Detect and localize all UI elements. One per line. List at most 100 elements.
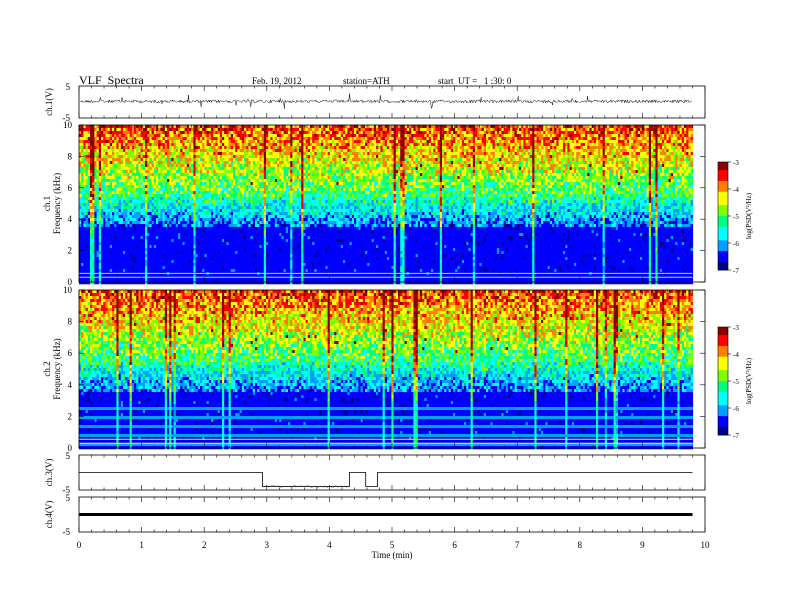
spectro-cell xyxy=(545,149,548,153)
spectro-cell xyxy=(587,164,590,168)
spectro-cell xyxy=(180,179,183,183)
spectro-cell xyxy=(389,146,392,150)
spectro-cell xyxy=(329,143,333,147)
spectro-cell xyxy=(686,170,691,174)
spectro-cell xyxy=(475,161,478,165)
spectro-cell xyxy=(145,191,148,195)
spectro-cell xyxy=(90,161,93,165)
spectro-cell xyxy=(439,140,443,144)
spectro-cell xyxy=(156,128,159,132)
spectro-cell xyxy=(607,143,610,147)
spectro-cell xyxy=(646,173,650,177)
spectro-cell xyxy=(362,158,366,162)
spectro-cell xyxy=(391,164,394,168)
spectro-cell xyxy=(442,155,447,159)
spectro-cell xyxy=(554,137,559,141)
spectro-cell xyxy=(125,140,128,144)
spectro-cell xyxy=(149,128,152,132)
spectro-cell xyxy=(142,149,148,153)
spectro-cell xyxy=(565,149,568,153)
spectro-cell xyxy=(237,149,240,153)
spectro-cell xyxy=(631,131,634,135)
spectro-cell xyxy=(169,140,172,144)
spectro-cell xyxy=(684,149,687,153)
spectro-cell xyxy=(90,140,95,144)
spectro-cell xyxy=(332,185,335,189)
spectro-cell xyxy=(455,188,458,192)
spectro-cell xyxy=(307,173,311,177)
spectro-cell xyxy=(367,146,370,150)
spectro-cell xyxy=(574,176,577,180)
spectro-cell xyxy=(406,182,410,186)
spectro-cell xyxy=(318,158,322,162)
spectro-cell xyxy=(508,152,511,156)
spectro-cell xyxy=(459,179,463,183)
spectro-cell xyxy=(356,170,359,174)
spectro-cell xyxy=(552,140,555,144)
spectro-cell xyxy=(525,134,529,138)
spectro-cell xyxy=(248,125,251,129)
spectro-cell xyxy=(123,170,126,174)
spectro-cell xyxy=(213,128,216,132)
spectro-cell xyxy=(635,128,639,132)
spectro-cell xyxy=(184,164,188,168)
spectro-cell xyxy=(204,173,207,177)
spectro-cell xyxy=(351,128,355,132)
spectro-cell xyxy=(677,155,683,159)
spectro-cell xyxy=(281,149,284,153)
spectro-cell xyxy=(417,170,421,174)
spectro-cell xyxy=(301,125,304,129)
spectro-cell xyxy=(98,161,102,165)
spectro-cell xyxy=(549,182,555,186)
spectro-cell xyxy=(314,140,320,144)
spectro-cell xyxy=(560,161,564,165)
spectro-cell xyxy=(362,161,366,165)
spectro-cell xyxy=(219,167,225,171)
spectro-cell xyxy=(184,161,188,165)
spectro-cell xyxy=(354,128,357,132)
spectro-cell xyxy=(400,137,403,141)
spectro-cell xyxy=(633,164,636,168)
spectro-cell xyxy=(263,155,267,159)
spectro-cell xyxy=(670,188,674,192)
spectro-cell xyxy=(145,146,148,150)
spectro-cell xyxy=(164,182,168,186)
spectro-cell xyxy=(351,137,355,141)
spectro-cell xyxy=(237,170,240,174)
spectro-cell xyxy=(158,137,161,141)
spectro-cell xyxy=(114,191,117,195)
spectro-cell xyxy=(79,152,82,156)
spectro-cell xyxy=(527,170,531,174)
spectro-cell xyxy=(492,146,496,150)
spectro-cell xyxy=(288,158,293,162)
spectro-cell xyxy=(523,155,529,159)
spectro-cell xyxy=(145,164,148,168)
spectro-cell xyxy=(578,179,581,183)
spectro-cell xyxy=(521,146,524,150)
spectro-cell xyxy=(598,143,603,147)
spectro-cell xyxy=(136,152,139,156)
spectro-cell xyxy=(233,155,236,159)
spectro-cell xyxy=(206,149,214,153)
spectro-cell xyxy=(162,125,166,129)
spectro-cell xyxy=(263,182,267,186)
spectro-cell xyxy=(277,158,280,162)
spectro-cell xyxy=(140,179,144,183)
spectro-cell xyxy=(307,176,311,180)
spectro-cell xyxy=(180,194,185,198)
spectro-cell xyxy=(651,152,656,156)
spectro-cell xyxy=(246,134,249,138)
spectro-cell xyxy=(404,185,408,189)
spectro-cell xyxy=(373,134,377,138)
spectro-cell xyxy=(312,131,317,135)
spectro-cell xyxy=(538,170,544,174)
spectro-cell xyxy=(114,179,117,183)
spectro-cell xyxy=(585,185,588,189)
spectro-cell xyxy=(648,167,652,171)
spectro-cell xyxy=(336,158,339,162)
spectro-cell xyxy=(415,176,419,180)
spectro-cell xyxy=(125,155,128,159)
spectro-cell xyxy=(626,161,630,165)
spectro-cell xyxy=(655,146,658,150)
spectro-cell xyxy=(182,185,185,189)
